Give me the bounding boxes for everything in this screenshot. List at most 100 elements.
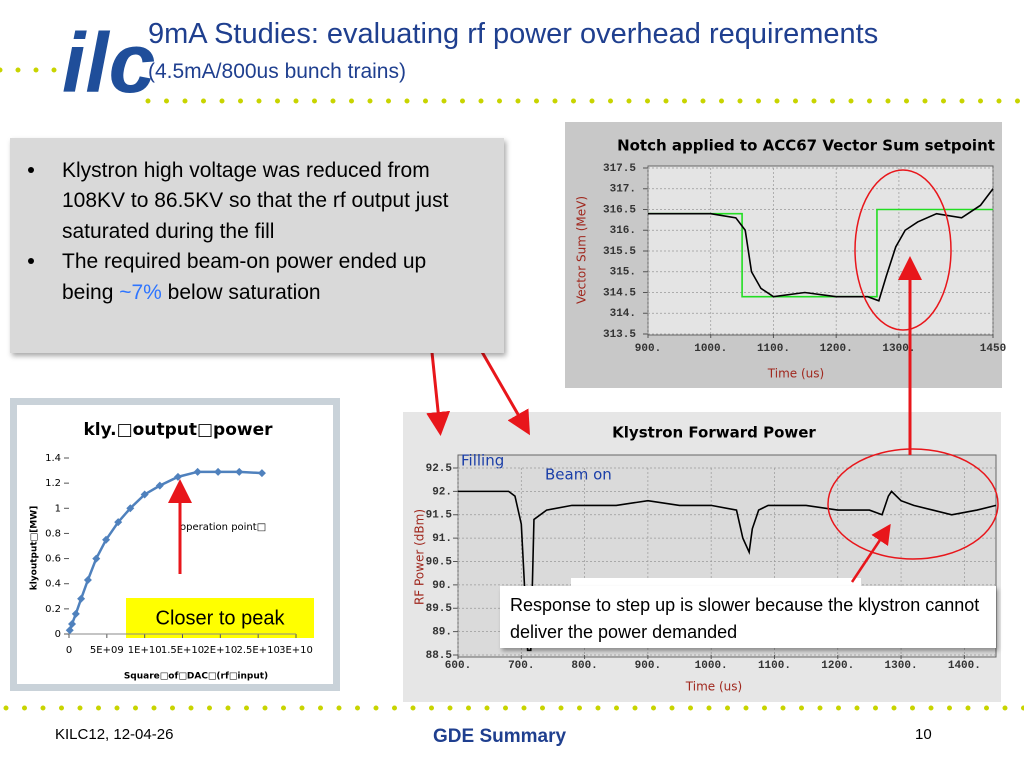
y-axis-label: Vector Sum (MeV) [575, 196, 589, 304]
series-line [68, 470, 263, 631]
y-tick-label: 91.5 [426, 510, 453, 522]
x-tick-label: 2.5E+10 [237, 645, 280, 656]
bullet: Klystron high voltage was reduced from 1… [28, 156, 482, 247]
y-tick-label: 316. [610, 225, 636, 237]
y-tick-label: 1 [55, 503, 61, 514]
x-axis-label: Square□of□DAC□(rf□input) [124, 672, 268, 682]
x-tick-label: 1300. [882, 343, 915, 355]
annotation: Beam on [545, 466, 612, 484]
y-tick-label: 1.4 [45, 453, 61, 464]
highlight-box [126, 598, 314, 638]
x-tick-label: 600. [445, 660, 471, 672]
bullet-list: Klystron high voltage was reduced from 1… [10, 156, 504, 308]
page-number: 10 [915, 726, 932, 743]
y-axis-label: RF Power (dBm) [413, 509, 427, 605]
x-tick-label: 1.5E+10 [161, 645, 204, 656]
data-point [65, 626, 74, 635]
x-tick-label: 900. [635, 660, 661, 672]
annotation: Closer to peak [156, 607, 286, 629]
slide-title: 9mA Studies: evaluating rf power overhea… [148, 18, 879, 50]
data-point [257, 469, 266, 478]
y-tick-label: 91. [432, 533, 452, 545]
x-tick-label: 900. [635, 343, 661, 355]
y-tick-label: 88.5 [426, 650, 453, 662]
data-point [77, 594, 86, 603]
x-tick-label: 1E+10 [128, 645, 162, 656]
y-tick-label: 89. [432, 627, 452, 639]
y-tick-label: 315. [610, 267, 636, 279]
bullet-text: The required beam-on power ended up bein… [62, 250, 427, 304]
data-point [92, 554, 101, 563]
y-tick-label: 92. [432, 486, 452, 498]
chart-title: kly.□output□power [83, 420, 273, 440]
x-tick-label: 1450 [980, 343, 1006, 355]
data-point [235, 467, 244, 476]
data-point [214, 467, 223, 476]
bullet-text: below saturation [161, 280, 321, 304]
y-tick-label: 316.5 [603, 204, 636, 216]
footer-center: GDE Summary [433, 726, 567, 747]
y-axis-label: klyoutput□[MW] [30, 506, 40, 591]
chart-title: Klystron Forward Power [612, 424, 816, 442]
x-tick-label: 2E+10 [203, 645, 237, 656]
x-tick-label: 5E+09 [90, 645, 124, 656]
y-tick-label: 0.6 [45, 554, 61, 565]
x-axis-label: Time (us) [685, 680, 742, 694]
chart-title: Notch applied to ACC67 Vector Sum setpoi… [617, 137, 995, 155]
x-tick-label: 1000. [695, 660, 728, 672]
y-tick-label: 314. [610, 308, 636, 320]
bullet: The required beam-on power ended up bein… [28, 247, 482, 308]
x-tick-label: 1400. [948, 660, 981, 672]
x-tick-label: 1100. [757, 343, 790, 355]
bullet-dot [28, 258, 34, 265]
slide-subtitle: (4.5mA/800us bunch trains) [148, 60, 406, 83]
highlight-circle [854, 169, 952, 331]
annotation: Filling [461, 452, 504, 470]
y-tick-label: 1.2 [45, 478, 61, 489]
x-tick-label: 1200. [820, 343, 853, 355]
x-tick-label: 1300. [885, 660, 918, 672]
y-tick-label: 317.5 [603, 163, 636, 175]
x-tick-label: 1100. [758, 660, 791, 672]
chart-area [17, 405, 333, 684]
bullet-dot [28, 167, 34, 173]
data-point [140, 490, 149, 499]
data-point [173, 472, 182, 481]
bullet-text: Klystron high voltage was reduced from 1… [62, 159, 449, 243]
y-tick-label: 0 [55, 629, 61, 640]
x-tick-label: 700. [508, 660, 534, 672]
logo: ilc [62, 16, 155, 110]
x-tick-label: 0 [66, 645, 72, 656]
y-tick-label: 317. [610, 184, 636, 196]
x-tick-label: 1000. [694, 343, 727, 355]
x-tick-label: 800. [571, 660, 597, 672]
data-point [114, 518, 123, 527]
arrow [850, 523, 891, 583]
y-tick-label: 92.5 [426, 463, 453, 475]
y-tick-label: 90.5 [426, 556, 453, 568]
bullet-box: Klystron high voltage was reduced from 1… [10, 138, 504, 353]
data-point [102, 535, 111, 544]
footer-left: KILC12, 12-04-26 [55, 726, 174, 743]
x-axis-label: Time (us) [767, 367, 824, 381]
data-point [155, 481, 164, 490]
data-point [68, 619, 77, 628]
y-tick-label: 313.5 [603, 329, 636, 341]
highlight-circle [827, 448, 999, 560]
callout-box [500, 586, 996, 648]
y-tick-label: 315.5 [603, 246, 636, 258]
data-point [83, 575, 92, 584]
plot-area [647, 165, 994, 336]
annotation: operation point□ [180, 522, 266, 533]
y-tick-label: 0.2 [45, 604, 61, 615]
data-point [71, 609, 80, 618]
highlight-text: ~7% [119, 280, 162, 304]
x-tick-label: 1200. [821, 660, 854, 672]
y-tick-label: 314.5 [603, 287, 636, 299]
data-point [126, 504, 135, 513]
y-tick-label: 89.5 [426, 603, 453, 615]
series-line [648, 208, 993, 298]
callout-text: Response to step up is slower because th… [510, 595, 980, 642]
